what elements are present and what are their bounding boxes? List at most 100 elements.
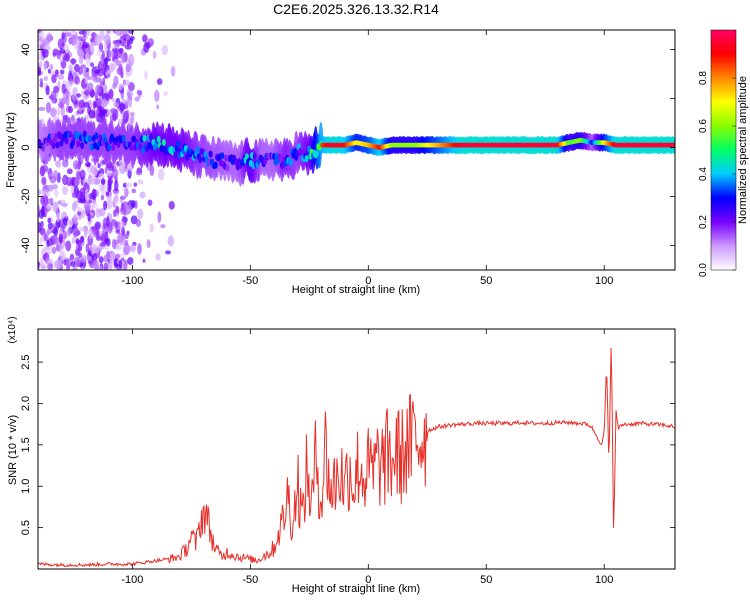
spectrogram-cell (105, 191, 109, 196)
spectrogram-cell (252, 152, 257, 160)
spectrogram-cell (149, 164, 155, 176)
spectrogram-y-axis-label: Frequency (Hz) (5, 112, 17, 188)
spectrogram-cell (168, 200, 175, 210)
spectrogram-cell (143, 42, 150, 54)
spectrogram-cell (144, 70, 148, 80)
spectrogram-cell (106, 170, 113, 177)
spectrogram-cell (71, 202, 77, 212)
spectrogram-cell (65, 90, 70, 99)
y-tick-label: 40 (20, 43, 32, 55)
spectrogram-cell (45, 102, 52, 114)
spectrogram-cell (148, 133, 153, 141)
spectrogram-cell (112, 112, 117, 122)
spectrogram-cell (114, 180, 119, 192)
spectrogram-cell (50, 107, 57, 118)
colorbar-tick-label: 0.6 (698, 119, 709, 133)
colorbar-label: Normalized spectral amplitude (737, 76, 749, 224)
spectrogram-cell (83, 101, 90, 108)
spectrogram-cell (38, 66, 42, 74)
spectrogram-cell (100, 54, 105, 62)
spectrogram-cell (114, 222, 119, 229)
spectrogram-cell (51, 246, 57, 254)
spectrogram-cell (142, 134, 147, 142)
spectrogram-cell (51, 74, 57, 84)
y-tick-label: 1.0 (20, 479, 32, 494)
spectrogram-cell (314, 150, 319, 158)
spectrogram-cell (108, 89, 114, 100)
spectrogram-cell (100, 109, 108, 115)
colorbar: 0.0 0.2 0.4 0.6 0.8 Normalized spectral ampl… (698, 29, 749, 277)
spectrogram-cell (38, 61, 43, 68)
spectrogram-cell (47, 184, 54, 192)
spectrogram-cell (106, 30, 111, 34)
spectrogram-cell (137, 179, 144, 185)
spectrogram-cell (76, 211, 82, 216)
snr-panel: -100 -50 0 50 100 0.5 1.0 1.5 2.0 2.5 Height of … (7, 316, 676, 595)
spectrogram-cell (114, 194, 119, 202)
spectrogram-panel: -100 -50 0 50 100 40 20 0 -20 -40 Height of stra… (5, 29, 676, 296)
spectrogram-cell (123, 260, 128, 270)
spectrogram-cell (123, 243, 131, 256)
spectrogram-cell (87, 135, 92, 143)
spectrogram-cell (89, 89, 96, 97)
spectrogram-cell (83, 65, 87, 77)
spectrogram-cell (47, 198, 54, 205)
spectrogram-cell (54, 236, 59, 246)
spectrogram-cell (80, 266, 85, 270)
x-tick-label: 0 (365, 574, 371, 586)
spectrogram-cell (59, 251, 66, 262)
spectrogram-cell (109, 252, 116, 258)
spectrogram-cell (147, 38, 154, 47)
spectrogram-cell (64, 137, 69, 145)
spectrogram-cell (112, 82, 117, 89)
spectrogram-cell (77, 67, 84, 75)
spectrogram-cell (39, 78, 44, 83)
spectrogram-cell (88, 175, 96, 185)
spectrogram-cell (120, 205, 126, 215)
spectrogram-cell (116, 140, 121, 148)
spectrogram-cell (88, 227, 93, 240)
y-tick-label: 0 (20, 144, 32, 150)
spectrogram-cell (124, 44, 132, 50)
snr-y-multiplier: (x10⁴) (7, 316, 18, 343)
spectrogram-cell (173, 151, 178, 159)
spectrogram-cell (65, 53, 70, 63)
spectrogram-cell (124, 240, 129, 246)
spectrogram-cell (43, 233, 48, 242)
spectrogram-cell (78, 227, 85, 232)
spectrogram-cell (73, 227, 78, 232)
spectrogram-cell (86, 178, 91, 185)
spectrogram-cell (102, 217, 108, 229)
spectrogram-cell (142, 34, 148, 43)
spectrogram-cell (77, 244, 83, 252)
spectrogram-cell (117, 232, 124, 243)
spectrogram-cell (76, 140, 81, 148)
colorbar-tick-label: 0.8 (698, 71, 709, 85)
spectrogram-cell (112, 49, 118, 60)
spectrogram-cell (92, 259, 100, 270)
spectrogram-cell (114, 41, 121, 48)
spectrogram-cell (47, 222, 54, 230)
spectrogram-frame (37, 29, 676, 271)
spectrogram-cell (299, 149, 304, 157)
spectrogram-cell (121, 226, 125, 236)
spectrogram-cell (139, 191, 146, 199)
spectrogram-cell (111, 143, 116, 151)
spectrogram-cell (107, 178, 112, 188)
spectrogram-cell (69, 253, 75, 261)
spectrogram-cell (108, 62, 115, 73)
spectrogram-cell (115, 30, 122, 36)
spectrogram-cell (53, 85, 60, 94)
spectrogram-cell (75, 259, 81, 267)
spectrogram-cell (156, 78, 163, 86)
spectrogram-cell (127, 257, 134, 265)
spectrogram-cell (55, 243, 63, 252)
spectrogram-cell (39, 81, 44, 88)
spectrogram-cell (43, 36, 50, 47)
spectrogram-cell (157, 211, 162, 223)
spectrogram-cell (57, 101, 64, 109)
spectrogram-cell (85, 243, 90, 253)
spectrogram-cell (43, 61, 47, 71)
spectrogram-cell (59, 57, 64, 63)
